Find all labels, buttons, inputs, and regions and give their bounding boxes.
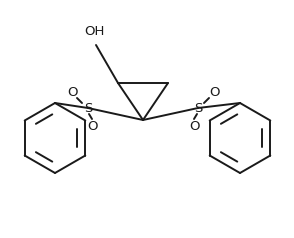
Text: S: S (194, 101, 202, 114)
Text: O: O (87, 119, 97, 133)
Text: O: O (189, 119, 199, 133)
Text: O: O (67, 86, 77, 99)
Text: O: O (209, 86, 219, 99)
Text: OH: OH (84, 25, 104, 38)
Text: S: S (84, 101, 92, 114)
